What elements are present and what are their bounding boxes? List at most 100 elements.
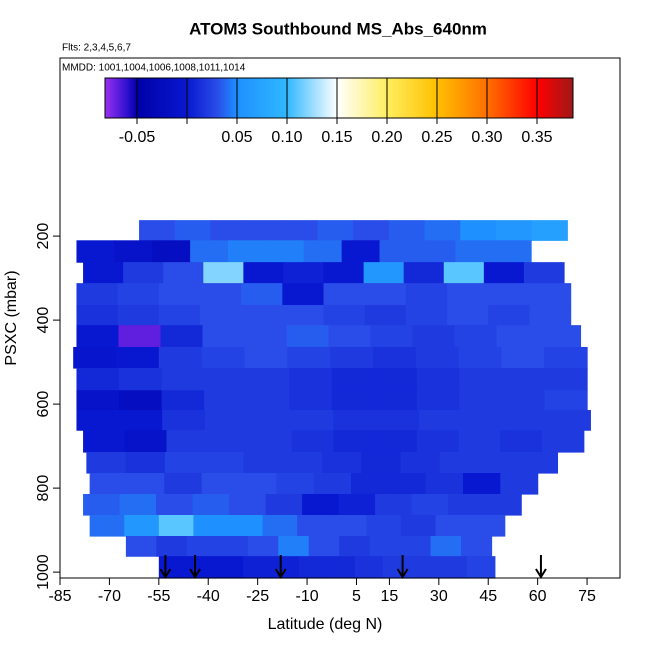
heatmap-cell bbox=[118, 325, 162, 348]
heatmap-cell bbox=[244, 346, 288, 369]
heatmap-cell bbox=[204, 390, 248, 411]
heatmap-cell bbox=[249, 430, 293, 453]
x-tick-label: 75 bbox=[578, 588, 596, 605]
heatmap-cell bbox=[119, 390, 163, 411]
heatmap-cell bbox=[161, 390, 205, 411]
colorbar-tick-label: 0.35 bbox=[521, 129, 552, 146]
heatmap-cell bbox=[544, 346, 588, 369]
heatmap-cell bbox=[321, 451, 362, 474]
x-tick-label: 30 bbox=[430, 588, 448, 605]
heatmap-cell bbox=[523, 262, 565, 284]
heatmap-cell bbox=[303, 240, 343, 263]
heatmap-cell bbox=[417, 240, 456, 263]
heatmap-cell bbox=[283, 262, 325, 284]
colorbar-tick-label: 0.10 bbox=[271, 129, 302, 146]
heatmap-cell bbox=[405, 283, 448, 306]
x-tick-label: 15 bbox=[381, 588, 399, 605]
heatmap-cell bbox=[123, 262, 164, 284]
heatmap-cell bbox=[330, 346, 374, 369]
heatmap-cell bbox=[244, 325, 288, 348]
heatmap-cell bbox=[388, 220, 426, 241]
heatmap-cell bbox=[204, 451, 244, 474]
heatmap-cell bbox=[466, 556, 496, 579]
heatmap-cell bbox=[412, 325, 456, 348]
heatmap-cell bbox=[210, 220, 247, 241]
heatmap-cell bbox=[376, 409, 420, 431]
heatmap-cell bbox=[331, 367, 375, 391]
heatmap-cell bbox=[459, 390, 503, 411]
heatmap-cell bbox=[89, 472, 128, 495]
heatmap-cell bbox=[529, 304, 572, 326]
heatmap-cell bbox=[265, 493, 303, 516]
x-tick-label: -40 bbox=[197, 588, 220, 605]
heatmap-cell bbox=[302, 493, 340, 516]
heatmap-cell bbox=[488, 283, 531, 306]
heatmap-cell bbox=[448, 493, 486, 516]
heatmap-cell bbox=[124, 430, 168, 453]
heatmap-cell bbox=[282, 283, 325, 306]
heatmap-cell bbox=[455, 240, 494, 263]
heatmap-cell bbox=[353, 220, 390, 241]
heatmap-cell bbox=[339, 535, 371, 557]
heatmap-cell bbox=[276, 472, 315, 495]
heatmap-cell bbox=[458, 430, 501, 453]
heatmap-cell bbox=[116, 346, 160, 369]
heatmap-cell bbox=[317, 220, 354, 241]
subtitle: Flts: 2,3,4,5,6,7 bbox=[62, 43, 131, 54]
arrow-head bbox=[274, 568, 287, 579]
heatmap-cell bbox=[156, 535, 188, 557]
heatmap-cell bbox=[89, 514, 125, 537]
heatmap-cell bbox=[152, 240, 191, 263]
heatmap-cell bbox=[328, 325, 372, 348]
x-tick-label: 60 bbox=[529, 588, 547, 605]
heatmap-cell bbox=[243, 262, 285, 284]
heatmap-cell bbox=[289, 367, 333, 391]
heatmap-cell bbox=[289, 390, 333, 411]
arrow-head bbox=[396, 568, 409, 579]
heatmap-cell bbox=[518, 451, 559, 474]
heatmap-cell bbox=[193, 514, 229, 537]
heatmap-cell bbox=[73, 346, 117, 369]
heatmap-cell bbox=[459, 367, 503, 391]
heatmap-cell bbox=[462, 472, 501, 495]
heatmap-cell bbox=[531, 220, 568, 241]
heatmap-cell bbox=[388, 472, 427, 495]
heatmap-cell bbox=[326, 556, 356, 579]
heatmap-cell bbox=[501, 367, 546, 391]
heatmap-cell bbox=[156, 493, 194, 516]
heatmap-cell bbox=[214, 556, 244, 579]
heatmap-cell bbox=[400, 535, 432, 557]
arrow-marker bbox=[396, 555, 409, 579]
heatmap-cell bbox=[228, 514, 264, 537]
heatmap-cell bbox=[333, 409, 377, 431]
heatmap-cell bbox=[495, 220, 533, 241]
heatmap-cell bbox=[200, 304, 242, 326]
heatmap-cell bbox=[166, 430, 209, 453]
heatmap-cell bbox=[76, 240, 115, 263]
arrow-marker bbox=[274, 555, 287, 579]
heatmap-cell bbox=[438, 556, 468, 579]
heatmap-cell bbox=[286, 325, 330, 348]
heatmap-cell bbox=[290, 409, 335, 431]
heatmap-cell bbox=[370, 325, 414, 348]
heatmap-cell bbox=[500, 430, 543, 453]
colorbar-tick-label: 0.25 bbox=[421, 129, 452, 146]
heatmap-cell bbox=[374, 390, 418, 411]
heatmap-cell bbox=[229, 493, 267, 516]
heatmap-cell bbox=[262, 514, 298, 537]
heatmap-cell bbox=[461, 409, 506, 431]
heatmap-cell bbox=[282, 451, 323, 474]
heatmap-cell bbox=[163, 262, 204, 284]
arrow-head bbox=[159, 568, 172, 579]
subtitle: MMDD: 1001,1004,1006,1008,1011,1014 bbox=[62, 63, 246, 74]
heatmap-cell bbox=[470, 514, 506, 537]
heatmap-cell bbox=[323, 283, 366, 306]
colorbar-tick-label: 0.05 bbox=[221, 129, 252, 146]
heatmap-cell bbox=[291, 430, 335, 453]
heatmap-cell bbox=[200, 283, 242, 306]
y-tick-label: 200 bbox=[35, 223, 52, 250]
heatmap-cell bbox=[500, 472, 539, 495]
heatmap-cell bbox=[238, 472, 277, 495]
heatmap-cell bbox=[361, 451, 401, 474]
